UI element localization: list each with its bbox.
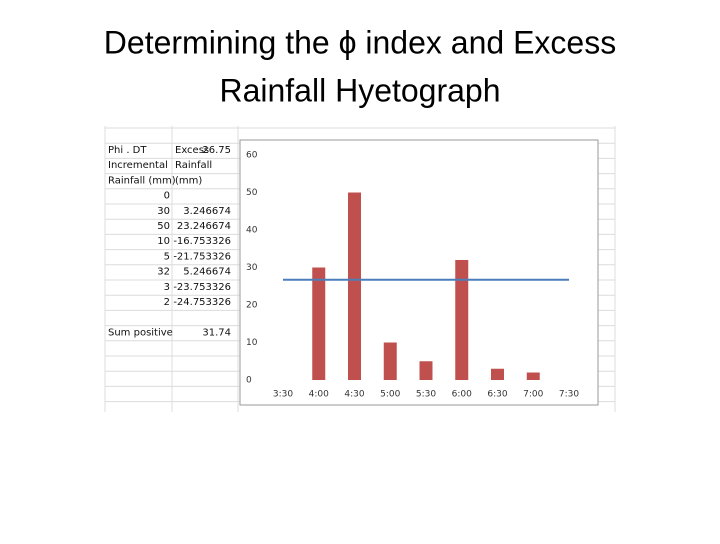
y-tick-label: 10 (246, 338, 258, 348)
cell-text: 0 (164, 191, 170, 202)
x-tick-label: 6:00 (452, 390, 472, 400)
cell-text: Rainfall (175, 160, 212, 171)
title-line: Determining the ϕ index and Excess (104, 24, 616, 60)
bar (383, 342, 397, 380)
y-tick-label: 30 (246, 263, 258, 273)
y-tick-label: 20 (246, 301, 258, 311)
bar (348, 192, 361, 380)
bar (419, 361, 433, 380)
y-tick-label: 40 (246, 226, 258, 236)
cell-text: 10 (157, 236, 170, 247)
y-tick-label: 0 (246, 376, 252, 386)
cell-text: Phi . DT (108, 145, 147, 156)
cell-text: 31.74 (202, 327, 231, 338)
cell-text: -16.753326 (173, 236, 231, 247)
cell-text: -24.753326 (173, 297, 231, 308)
y-tick-label: 50 (246, 188, 258, 198)
title-line: Rainfall Hyetograph (219, 72, 500, 108)
cell-text: 5 (164, 251, 170, 262)
cell-text: (mm) (175, 175, 202, 186)
cell-text: 50 (157, 221, 170, 232)
cell-text: 5.246674 (183, 267, 231, 278)
bar (312, 267, 326, 380)
cell-text: Sum positive (108, 327, 173, 338)
cell-text: 2 (164, 297, 170, 308)
cell-text: 26.75 (202, 145, 231, 156)
cell-text: 32 (157, 267, 170, 278)
cell-text: 3 (164, 282, 170, 293)
cell-text: -23.753326 (173, 282, 231, 293)
x-tick-label: 3:30 (273, 390, 293, 400)
x-tick-label: 6:30 (487, 390, 507, 400)
x-tick-label: 7:00 (523, 390, 543, 400)
x-tick-label: 5:00 (380, 390, 400, 400)
bar (491, 368, 504, 380)
x-tick-label: 5:30 (416, 390, 436, 400)
x-tick-label: 7:30 (559, 390, 579, 400)
cell-text: Rainfall (mm) (108, 175, 176, 186)
cell-text: 23.246674 (177, 221, 231, 232)
y-tick-label: 60 (246, 151, 258, 161)
chart-area (239, 139, 599, 406)
cell-text: 30 (157, 206, 170, 217)
bar (455, 260, 469, 380)
x-tick-label: 4:30 (344, 390, 364, 400)
cell-text: Excess (175, 145, 209, 156)
cell-text: -21.753326 (173, 251, 231, 262)
bar (526, 372, 540, 380)
x-tick-label: 4:00 (309, 390, 329, 400)
cell-text: 3.246674 (183, 206, 231, 217)
cell-text: Incremental (108, 160, 168, 171)
